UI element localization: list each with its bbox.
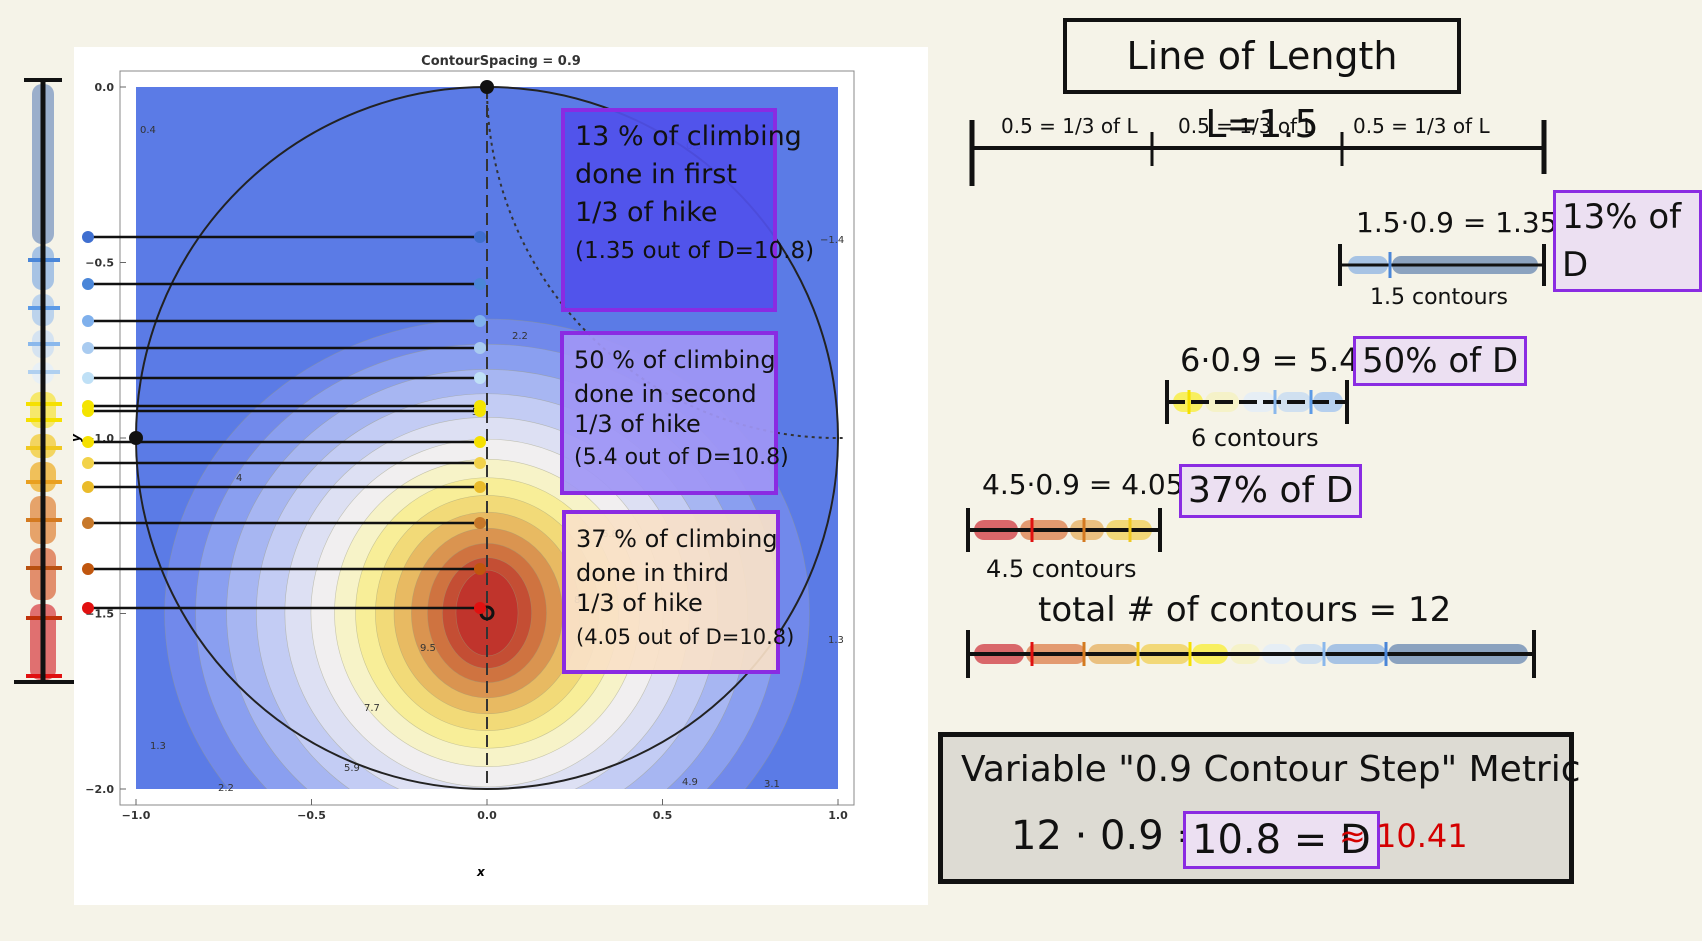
metric-d-value: 10.8 = D [1183, 811, 1380, 869]
metric-title: Variable "0.9 Contour Step" Metric [961, 749, 1581, 790]
y-tick-label: −2.0 [85, 783, 114, 796]
contours-first: 1.5 contours [1370, 285, 1509, 310]
note-second-line-4: (5.4 out of D=10.8) [574, 445, 789, 470]
level-dot-right [474, 517, 486, 529]
note-first-line-4: (1.35 out of D=10.8) [575, 238, 815, 264]
third-label-3: 0.5 = 1/3 of L [1353, 114, 1490, 138]
contour-plot: ContourSpacing = 0.9 −1.0 −0.5 0.0 0.5 1.0 0.… [69, 47, 928, 905]
note-third-line-3: 1/3 of hike [576, 589, 703, 617]
thirds-ruler [969, 120, 1547, 186]
note-third-line-2: done in third [576, 559, 729, 587]
level-dot-left [82, 342, 94, 354]
percent-second: 50% of D [1353, 336, 1528, 386]
level-dot-right [474, 231, 486, 243]
contour-value-label: 1.3 [828, 635, 844, 646]
metric-approx: ≈ 10.41 [1339, 817, 1468, 855]
x-axis-label: x [477, 865, 485, 879]
metric-box: Variable "0.9 Contour Step" Metric 12 · … [938, 732, 1581, 884]
level-dot-right [474, 563, 486, 575]
contour-value-label: −1.4 [820, 235, 844, 246]
x-tick-label: −0.5 [297, 809, 326, 822]
note-third-line-4: (4.05 out of D=10.8) [576, 625, 795, 649]
segment-bar-third [966, 508, 1162, 552]
total-segment-bar [966, 630, 1536, 678]
level-dot-left [82, 602, 94, 614]
level-dot-left [82, 481, 94, 493]
note-third-line-1: 37 % of climbing [576, 525, 778, 553]
segment-bar-second [1165, 380, 1349, 424]
level-dot-left [82, 436, 94, 448]
x-tick-label: 0.5 [653, 809, 673, 822]
note-second-line-1: 50 % of climbing [574, 346, 776, 374]
level-dot-left [82, 457, 94, 469]
total-contours: total # of contours = 12 [1038, 590, 1452, 630]
level-dot-left [82, 563, 94, 575]
percent-first: 13% of D [1553, 190, 1702, 292]
x-tick-label: −1.0 [122, 809, 151, 822]
note-second-third: 50 % of climbing done in second 1/3 of h… [560, 331, 789, 495]
third-label-1: 0.5 = 1/3 of L [1001, 114, 1138, 138]
plot-svg: −1.0−0.50.00.51.00.0−0.5−1.0−1.5−2.00.40… [82, 70, 855, 822]
contour-value-label: 4.9 [682, 777, 698, 788]
contour-value-label: 2.2 [218, 783, 234, 794]
note-first-line-1: 13 % of climbing [575, 121, 802, 152]
contour-value-label: 5.9 [344, 763, 360, 774]
level-dot-right [474, 315, 486, 327]
contour-value-label: 4 [236, 473, 242, 484]
level-dot-right [474, 436, 486, 448]
x-tick-label: 1.0 [828, 809, 848, 822]
contour-value-label: 3.1 [764, 779, 780, 790]
level-dot-left [82, 405, 94, 417]
level-dot-left [82, 278, 94, 290]
note-first-line-3: 1/3 of hike [575, 197, 718, 228]
level-dot-right [474, 342, 486, 354]
contour-value-label: 0.4 [140, 125, 156, 136]
level-dot-left [82, 231, 94, 243]
contour-value-label: 9.5 [420, 643, 436, 654]
metric-equation: 12 · 0.9 = [1011, 813, 1210, 859]
note-second-line-3: 1/3 of hike [574, 410, 701, 438]
summit-point [480, 80, 494, 94]
y-axis-label: y [68, 434, 83, 442]
contour-value-label: 2.2 [512, 331, 528, 342]
third-label-2: 0.5 = 1/3 of L [1178, 114, 1315, 138]
note-first-third: 13 % of climbing done in first 1/3 of hi… [561, 108, 815, 312]
elevation-scale-bar [14, 78, 74, 684]
level-dot-right [474, 405, 486, 417]
contours-third: 4.5 contours [986, 555, 1137, 583]
contour-value-label: 7.7 [364, 703, 380, 714]
level-dot-right [474, 278, 486, 290]
percent-third: 37% of D [1179, 464, 1363, 518]
y-tick-label: −0.5 [85, 257, 114, 270]
level-dot-right [474, 372, 486, 384]
contours-second: 6 contours [1191, 424, 1319, 452]
equation-first: 1.5·0.9 = 1.35 = [1356, 206, 1590, 239]
level-dot-left [82, 372, 94, 384]
level-dot-right [474, 602, 486, 614]
x-tick-label: 0.0 [477, 809, 497, 822]
note-first-line-2: done in first [575, 159, 737, 190]
level-dot-right [474, 457, 486, 469]
equation-third: 4.5·0.9 = 4.05 = [982, 468, 1216, 501]
plot-title: ContourSpacing = 0.9 [421, 54, 581, 69]
contour-value-label: 1.3 [150, 741, 166, 752]
note-second-line-2: done in second [574, 380, 757, 408]
level-dot-left [82, 315, 94, 327]
line-length-title: Line of Length L=1.5 [1063, 18, 1461, 146]
y-tick-label: 0.0 [95, 81, 115, 94]
segment-bar-first [1338, 244, 1546, 286]
note-third-third: 37 % of climbing done in third 1/3 of hi… [562, 510, 795, 674]
level-dot-right [474, 481, 486, 493]
level-dot-left [82, 517, 94, 529]
